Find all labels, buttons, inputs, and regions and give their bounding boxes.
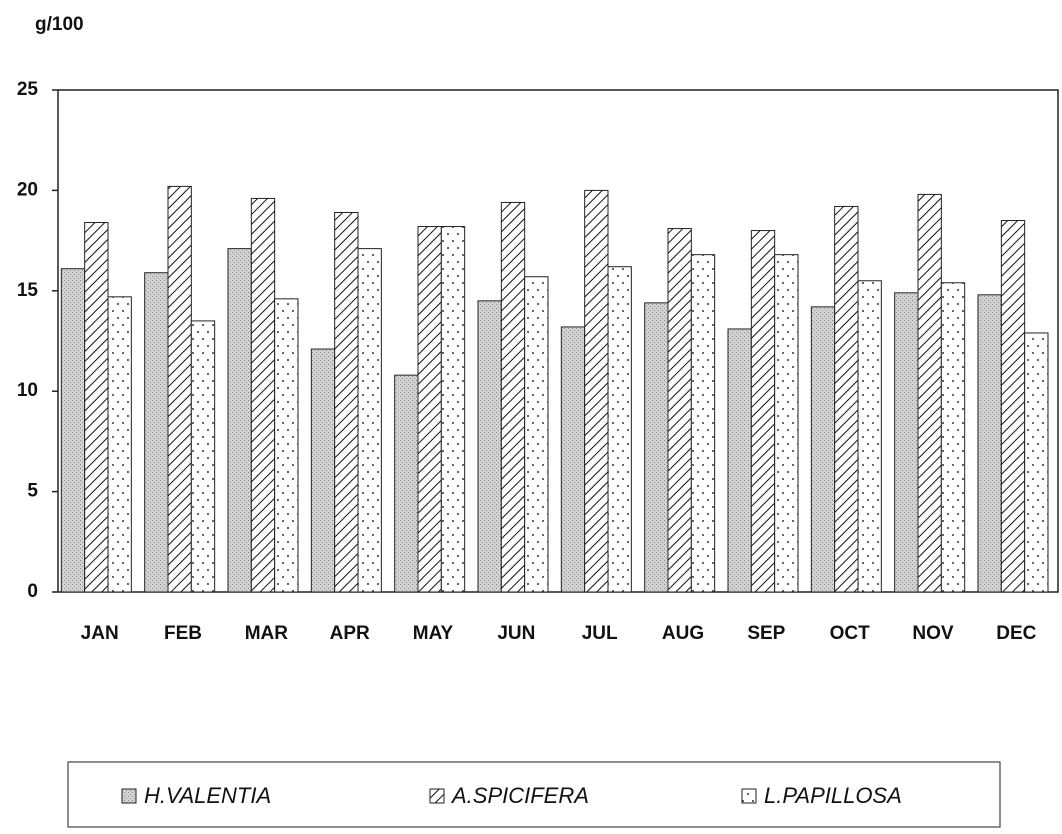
y-tick-label: 5 — [27, 481, 38, 502]
bar — [607, 266, 632, 593]
bar — [977, 294, 1002, 593]
x-tick-label: SEP — [747, 623, 785, 644]
legend-label: H.VALENTIA — [144, 783, 271, 808]
bar — [560, 326, 586, 593]
bar — [274, 298, 299, 593]
legend-swatch — [121, 788, 137, 804]
x-tick-label: MAR — [245, 623, 289, 644]
bar — [84, 222, 109, 593]
bar — [857, 280, 882, 593]
bar — [500, 201, 526, 593]
bar — [60, 268, 86, 593]
bar — [834, 205, 859, 593]
bar — [644, 302, 669, 593]
y-tick-label: 0 — [27, 581, 38, 602]
bar — [1024, 332, 1049, 593]
bar — [690, 254, 716, 593]
y-tick-label: 25 — [17, 79, 39, 100]
x-tick-label: AUG — [662, 623, 704, 644]
x-tick-label: FEB — [164, 623, 202, 644]
bar — [477, 300, 502, 593]
x-tick-label: MAY — [413, 623, 454, 644]
bar — [440, 226, 466, 593]
legend-swatch — [429, 788, 445, 804]
bar — [417, 226, 442, 593]
plot-frame — [57, 89, 1059, 593]
x-tick-label: APR — [330, 623, 370, 644]
bar — [144, 272, 169, 593]
x-tick-label: OCT — [830, 623, 871, 644]
bar — [167, 185, 192, 593]
bar — [394, 374, 419, 593]
y-tick-label: 15 — [17, 280, 39, 301]
bar — [774, 254, 799, 593]
y-axis-label: g/100 — [35, 14, 84, 35]
bar — [227, 248, 252, 593]
bar — [810, 306, 836, 593]
legend-label: L.PAPILLOSA — [764, 783, 902, 808]
x-tick-label: NOV — [912, 623, 954, 644]
bar — [250, 197, 276, 593]
bar — [334, 211, 359, 593]
bar — [357, 248, 382, 593]
x-tick-label: DEC — [996, 623, 1036, 644]
bar — [107, 296, 132, 593]
legend-swatch — [741, 788, 757, 804]
bar — [894, 292, 919, 593]
bar — [584, 189, 609, 593]
bar — [1000, 220, 1026, 593]
x-tick-label: JAN — [81, 623, 119, 644]
x-tick-label: JUL — [582, 623, 618, 644]
bar — [310, 348, 336, 593]
bar — [524, 276, 549, 593]
bar — [917, 193, 942, 593]
bar — [750, 230, 776, 593]
y-tick-label: 10 — [17, 380, 38, 401]
legend-box — [67, 761, 1001, 828]
legend-label: A.SPICIFERA — [450, 783, 589, 808]
x-tick-label: JUN — [497, 623, 535, 644]
y-tick-label: 20 — [17, 179, 38, 200]
bar — [190, 320, 216, 593]
bar — [667, 228, 692, 593]
bar — [727, 328, 752, 593]
bar — [940, 282, 966, 593]
